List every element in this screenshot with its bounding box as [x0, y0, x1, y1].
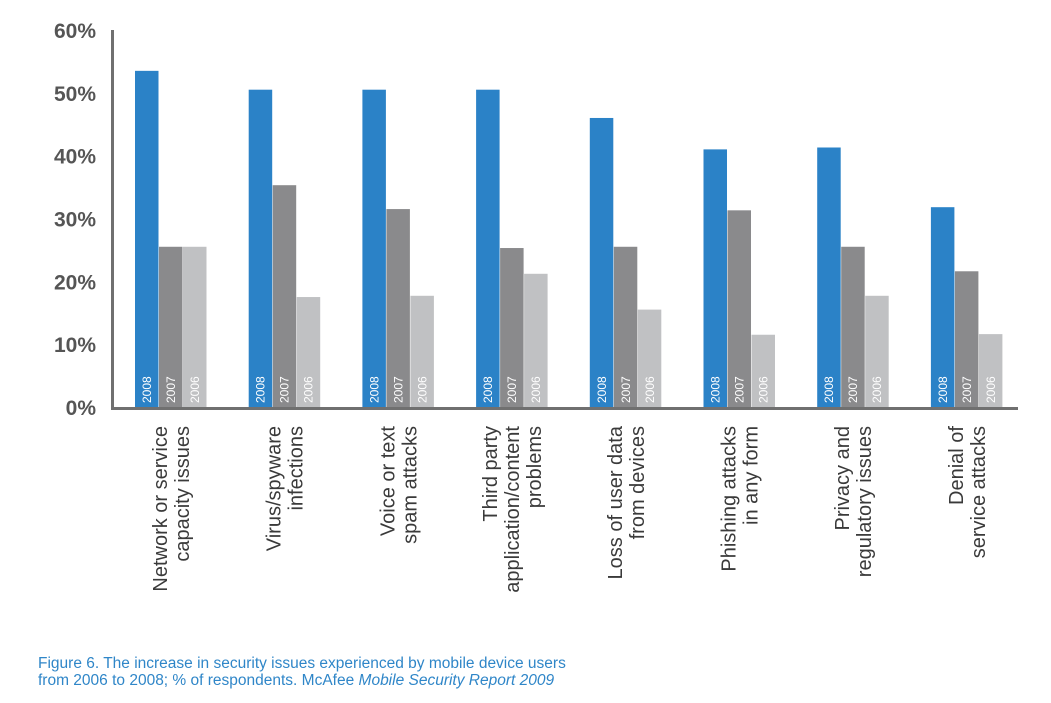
x-category-label-2-line-1: spam attacks — [399, 426, 421, 544]
bar-label-2008-cat-0: 2008 — [140, 376, 154, 403]
bar-2007-cat-1 — [272, 185, 297, 407]
bar-label-2007-cat-3: 2007 — [505, 376, 519, 403]
y-tick-label-3: 30% — [54, 209, 96, 232]
caption-line-2: from 2006 to 2008; % of respondents. McA… — [38, 672, 1038, 689]
bar-2008-cat-5 — [703, 149, 727, 407]
x-axis-category-labels: Network or service capacity issues Virus/s… — [150, 425, 990, 593]
bar-label-2007-cat-1: 2007 — [278, 376, 292, 403]
bar-label-2006-cat-3: 2006 — [529, 376, 543, 403]
bar-2006-cat-3 — [524, 273, 548, 407]
bar-2007-cat-6 — [841, 246, 865, 407]
bar-label-2007-cat-4: 2007 — [619, 376, 633, 403]
bar-2008-cat-2 — [362, 89, 386, 408]
bar-2006-cat-0 — [183, 246, 207, 407]
x-category-label-3-line-1: application/content — [502, 426, 524, 593]
bar-2007-cat-2 — [386, 209, 410, 407]
x-category-label-2-line-0: Voice or text — [377, 426, 399, 537]
bar-2006-cat-6 — [865, 295, 889, 407]
x-category-label-4-line-0: Loss of user data — [605, 425, 627, 579]
x-category-label-5-line-0: Phishing attacks — [719, 426, 741, 572]
bar-label-2006-cat-2: 2006 — [415, 376, 429, 403]
bar-label-2006-cat-5: 2006 — [757, 376, 771, 403]
bar-2006-cat-4 — [637, 309, 662, 407]
bar-chart: 2008 2007 2006 2008 2007 2006 2008 2007 2006 2008… — [54, 20, 1018, 593]
bar-2006-cat-1 — [296, 297, 321, 407]
bar-2008-cat-7 — [930, 207, 955, 407]
bar-label-2007-cat-2: 2007 — [391, 376, 405, 403]
x-category-label-4-line-1: from devices — [627, 426, 649, 539]
x-category-label-0-line-1: capacity issues — [172, 426, 194, 562]
x-category-label-3-line-2: problems — [524, 426, 546, 508]
y-axis-tick-labels: 0% 10% 20% 30% 40% 50% 60% — [54, 20, 96, 420]
bar-2008-cat-0 — [135, 70, 159, 407]
x-category-label-1-line-0: Virus/spyware — [264, 426, 286, 551]
figure-caption: Figure 6. The increase in security issue… — [38, 655, 1038, 689]
bar-label-2008-cat-2: 2008 — [367, 376, 381, 403]
bar-label-2006-cat-0: 2006 — [188, 376, 202, 403]
x-category-label-0-line-0: Network or service — [150, 426, 172, 592]
x-category-label-1-line-1: infections — [286, 426, 308, 511]
bar-label-2008-cat-7: 2008 — [936, 376, 950, 403]
x-category-label-6-line-1: regulatory issues — [854, 426, 876, 577]
y-tick-label-0: 0% — [66, 397, 97, 420]
bar-2006-cat-7 — [978, 334, 1003, 407]
bar-label-2008-cat-4: 2008 — [595, 376, 609, 403]
bar-2008-cat-1 — [248, 89, 273, 408]
y-tick-label-5: 50% — [54, 83, 96, 106]
bar-label-2008-cat-6: 2008 — [822, 376, 836, 403]
bar-label-2007-cat-7: 2007 — [960, 376, 974, 403]
y-tick-label-6: 60% — [54, 20, 96, 43]
bar-2007-cat-5 — [727, 210, 751, 407]
bar-2006-cat-2 — [410, 295, 434, 407]
bar-label-2008-cat-5: 2008 — [709, 376, 723, 403]
bar-label-2007-cat-6: 2007 — [846, 376, 860, 403]
bar-2008-cat-6 — [817, 147, 841, 407]
bar-2008-cat-3 — [476, 89, 500, 408]
x-category-label-3-line-0: Third party — [480, 426, 502, 522]
caption-source-title: Mobile Security Report 2009 — [358, 672, 555, 689]
bar-2008-cat-4 — [589, 117, 614, 407]
x-category-label-7-line-1: service attacks — [968, 426, 990, 558]
bar-label-2007-cat-5: 2007 — [733, 376, 747, 403]
caption-line-2-prefix: from 2006 to 2008; % of respondents. McA… — [38, 672, 359, 689]
bar-label-2006-cat-7: 2006 — [984, 376, 998, 403]
x-category-label-6-line-0: Privacy and — [832, 426, 854, 531]
bar-2007-cat-7 — [954, 271, 979, 407]
x-category-label-5-line-1: in any form — [741, 426, 763, 525]
bar-2007-cat-3 — [500, 248, 524, 407]
caption-line-1: Figure 6. The increase in security issue… — [38, 655, 566, 672]
bar-label-2008-cat-1: 2008 — [254, 376, 268, 403]
bar-label-2007-cat-0: 2007 — [164, 376, 178, 403]
bar-2007-cat-4 — [613, 246, 638, 407]
x-category-label-7-line-0: Denial of — [946, 426, 968, 505]
y-tick-label-2: 20% — [54, 271, 96, 294]
bar-label-2008-cat-3: 2008 — [481, 376, 495, 403]
bars-layer: 2008 2007 2006 2008 2007 2006 2008 2007 2006 2008… — [135, 70, 1003, 408]
bar-2006-cat-5 — [751, 334, 775, 407]
bar-label-2006-cat-6: 2006 — [870, 376, 884, 403]
y-tick-label-4: 40% — [54, 146, 96, 169]
y-tick-label-1: 10% — [54, 334, 96, 357]
bar-2007-cat-0 — [159, 246, 183, 407]
bar-label-2006-cat-1: 2006 — [302, 376, 316, 403]
bar-label-2006-cat-4: 2006 — [643, 376, 657, 403]
